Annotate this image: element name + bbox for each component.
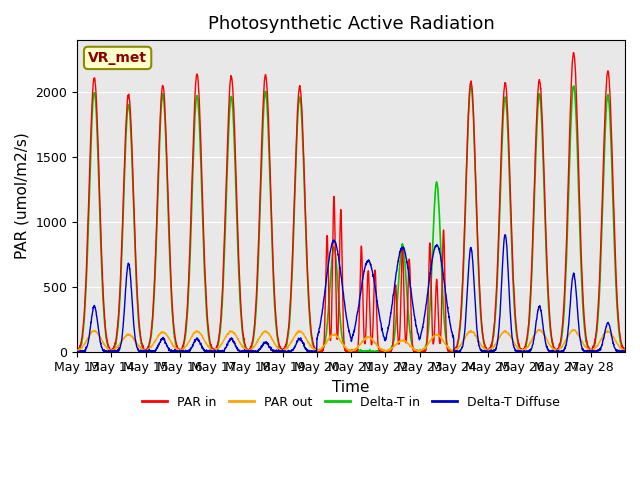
Text: VR_met: VR_met bbox=[88, 51, 147, 65]
Legend: PAR in, PAR out, Delta-T in, Delta-T Diffuse: PAR in, PAR out, Delta-T in, Delta-T Dif… bbox=[137, 391, 565, 414]
Y-axis label: PAR (umol/m2/s): PAR (umol/m2/s) bbox=[15, 132, 30, 259]
Title: Photosynthetic Active Radiation: Photosynthetic Active Radiation bbox=[208, 15, 495, 33]
X-axis label: Time: Time bbox=[332, 380, 370, 395]
